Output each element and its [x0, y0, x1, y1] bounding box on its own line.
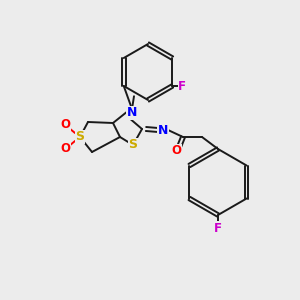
Text: F: F — [178, 80, 186, 92]
Text: F: F — [214, 221, 222, 235]
Text: O: O — [60, 142, 70, 155]
Text: O: O — [60, 118, 70, 131]
Text: S: S — [76, 130, 85, 143]
Text: N: N — [127, 106, 137, 119]
Text: S: S — [128, 139, 137, 152]
Text: N: N — [158, 124, 168, 136]
Text: O: O — [171, 145, 181, 158]
